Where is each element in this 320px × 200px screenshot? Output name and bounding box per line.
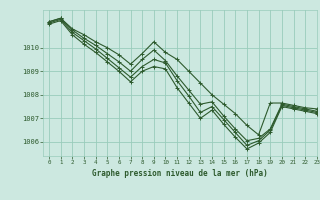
X-axis label: Graphe pression niveau de la mer (hPa): Graphe pression niveau de la mer (hPa) <box>92 169 268 178</box>
